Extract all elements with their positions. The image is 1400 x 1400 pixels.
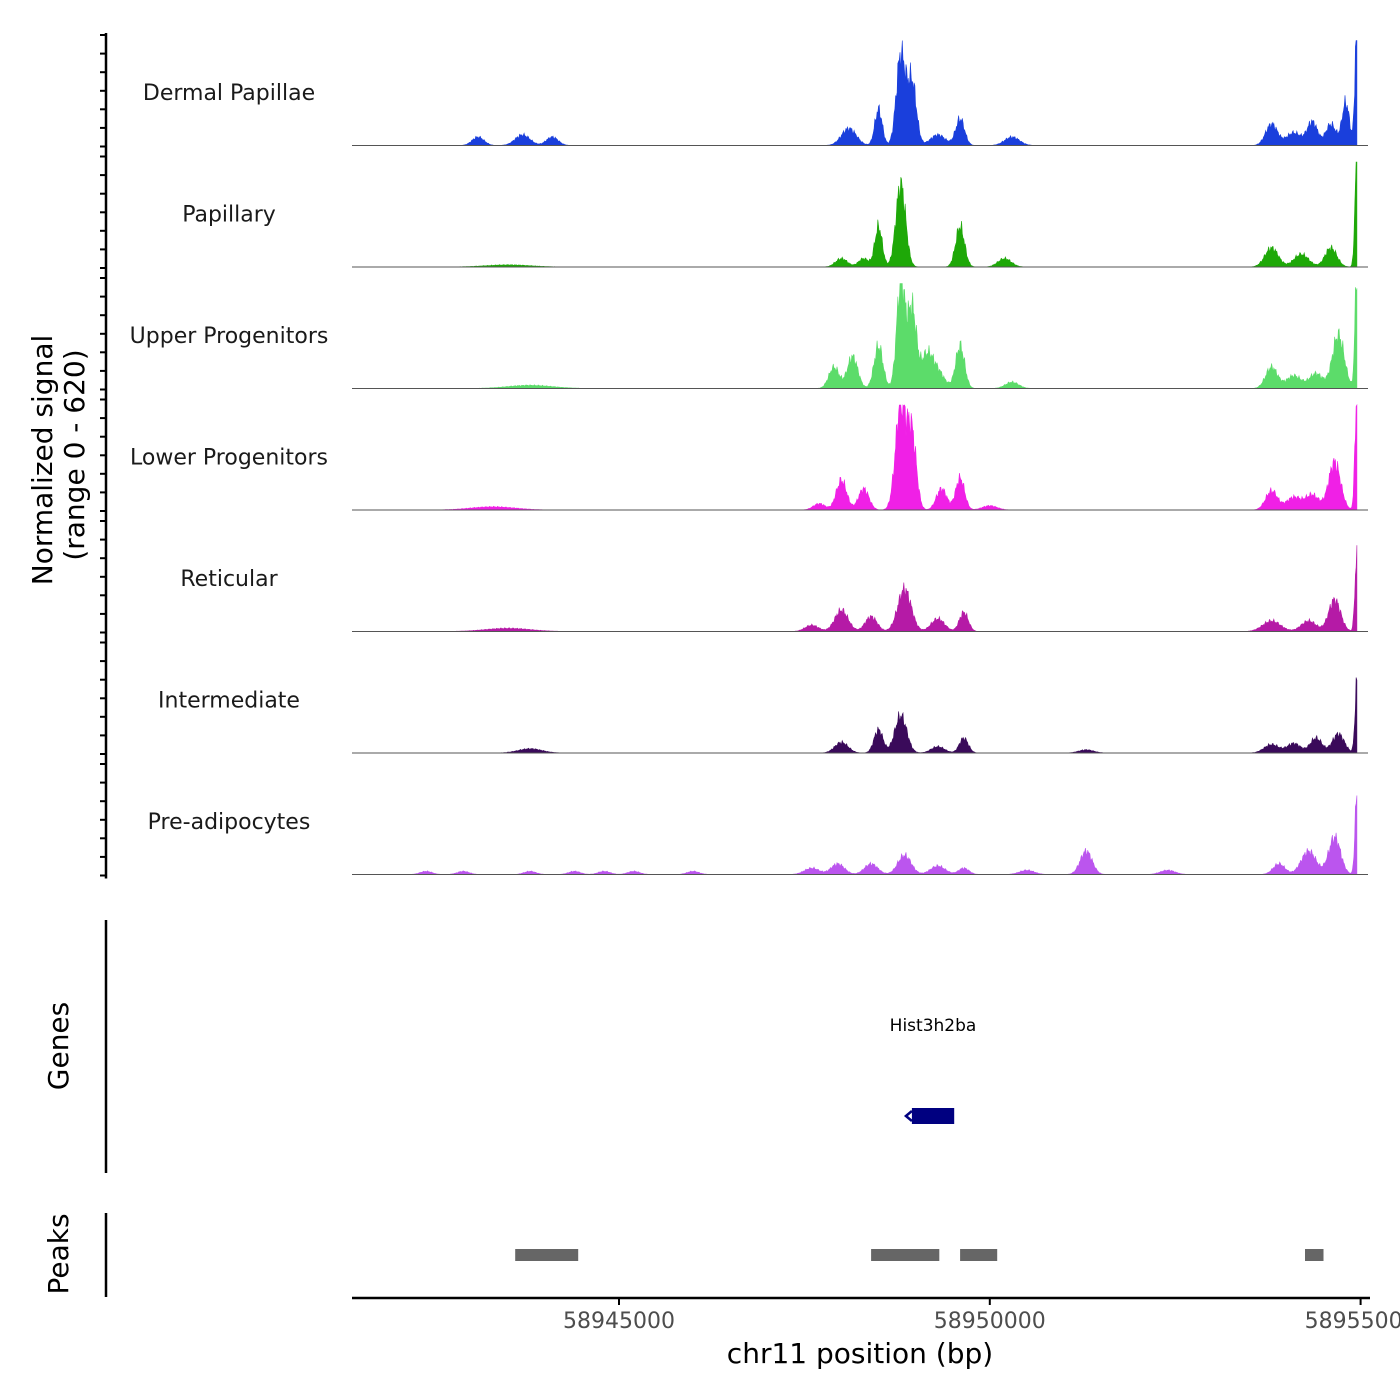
genes-track-title: Genes <box>42 1002 75 1090</box>
x-tick-label: 58955000 <box>1305 1309 1400 1334</box>
track-label: Reticular <box>180 567 278 592</box>
peak-region <box>1305 1249 1324 1261</box>
signal-area <box>352 161 1358 268</box>
peaks-track <box>104 1213 1324 1297</box>
x-axis: 58945000 58950000 58955000 <box>352 1296 1400 1334</box>
track-upper-progenitors: Upper Progenitors <box>130 283 1368 389</box>
track-intermediate: Intermediate <box>158 677 1368 754</box>
track-dermal-papillae: Dermal Papillae <box>143 40 1368 146</box>
track-reticular: Reticular <box>180 545 1368 632</box>
signal-area <box>352 40 1358 146</box>
track-label: Intermediate <box>158 689 300 714</box>
x-tick-label: 58950000 <box>934 1309 1046 1334</box>
signal-area <box>352 545 1358 632</box>
signal-area <box>352 795 1358 875</box>
signal-area <box>352 403 1358 511</box>
track-papillary: Papillary <box>182 161 1368 268</box>
genes-track: Hist3h2ba <box>104 920 977 1173</box>
peaks-track-title: Peaks <box>42 1213 75 1294</box>
peak-region <box>871 1249 940 1261</box>
x-tick-label: 58945000 <box>563 1309 675 1334</box>
track-label: Papillary <box>182 203 276 228</box>
signal-y-axis <box>100 33 108 879</box>
peak-region <box>960 1249 998 1261</box>
gene-hist3h2ba: Hist3h2ba <box>890 1016 977 1124</box>
track-label: Dermal Papillae <box>143 81 315 106</box>
track-label: Pre-adipocytes <box>148 810 311 835</box>
track-label: Upper Progenitors <box>130 324 329 349</box>
signal-area <box>352 283 1358 389</box>
signal-area <box>352 677 1358 754</box>
gene-label: Hist3h2ba <box>890 1016 977 1036</box>
y-axis-title-line1: Normalized signal <box>26 335 59 586</box>
y-axis-title-line2: (range 0 - 620) <box>58 349 91 560</box>
track-pre-adipocytes: Pre-adipocytes <box>148 795 1368 875</box>
strand-arrow <box>903 1110 913 1122</box>
signal-tracks: Dermal Papillae Papillary Upper Progenitor… <box>130 40 1368 875</box>
gene-body <box>911 1108 955 1124</box>
x-axis-title: chr11 position (bp) <box>727 1337 993 1370</box>
peak-region <box>515 1249 579 1261</box>
track-lower-progenitors: Lower Progenitors <box>130 403 1368 511</box>
track-label: Lower Progenitors <box>130 446 328 471</box>
